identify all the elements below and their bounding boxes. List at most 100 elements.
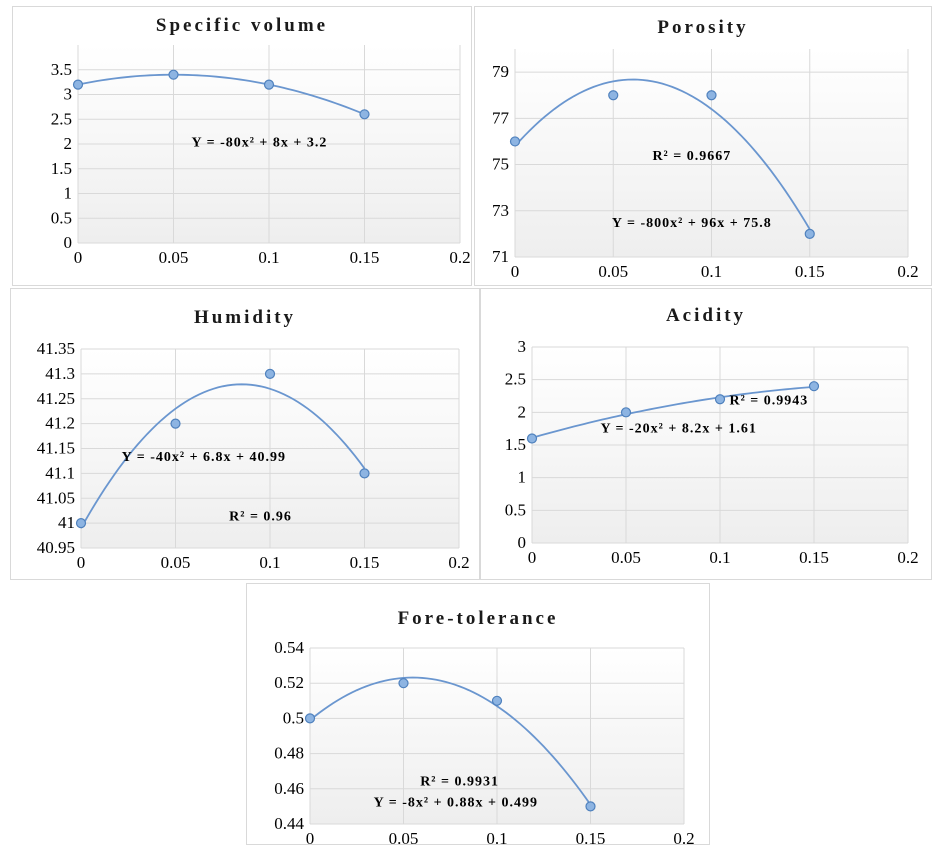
data-point xyxy=(714,394,726,405)
y-tick-label: 41.2 xyxy=(45,414,75,433)
annotation-label: R² = 0.9667 xyxy=(652,149,731,164)
chart-panel-fore-tolerance: Fore-tolerance 0.44 0.46 0.48 0.5 0.52 0.54 0 0… xyxy=(246,583,710,848)
data-point xyxy=(608,90,619,101)
chart-porosity: 71 73 75 77 79 0 0.05 0.1 0.15 0.2 R² = 0.9667 Y = … xyxy=(492,49,919,281)
x-tick-label: 0.15 xyxy=(799,548,829,567)
x-tick-label: 0 xyxy=(511,262,520,281)
annotation-label: R² = 0.96 xyxy=(229,510,292,525)
y-tick-label: 0.44 xyxy=(274,814,304,833)
y-tick-label: 40.95 xyxy=(37,538,75,557)
data-point xyxy=(620,407,632,418)
y-tick-label: 41.25 xyxy=(37,389,75,408)
y-tick-label: 71 xyxy=(492,247,509,266)
annotation-label: Y = -800x² + 96x + 75.8 xyxy=(612,216,772,231)
y-tick-label: 3 xyxy=(518,337,527,356)
annotation-label: Y = -40x² + 6.8x + 40.99 xyxy=(122,450,286,465)
y-tick-label: 2 xyxy=(64,134,73,153)
chart-title: Fore-tolerance xyxy=(397,608,559,629)
x-tick-label: 0 xyxy=(306,829,315,848)
trendline xyxy=(514,78,811,230)
x-tick-label: 0.1 xyxy=(258,248,279,267)
data-point xyxy=(264,368,276,379)
y-tick-label: 2.5 xyxy=(505,370,526,389)
chart-title: Acidity xyxy=(665,305,747,326)
data-point xyxy=(808,381,820,392)
y-tick-label: 79 xyxy=(492,62,509,81)
y-tick-label: 0 xyxy=(64,233,73,252)
y-tick-label: 73 xyxy=(492,201,509,220)
y-tick-label: 3 xyxy=(64,85,73,104)
y-tick-label: 0.52 xyxy=(274,673,304,692)
chart-panel-porosity: Porosity 71 73 75 77 79 0 0.05 0.1 0.15 0.2 R² = 0… xyxy=(474,6,932,286)
y-tick-label: 41 xyxy=(58,513,75,532)
data-point xyxy=(706,90,717,101)
chart-panel-specific-volume: Specific volume 0 0.5 1 1.5 2 2.5 3 3.5 0 0.05 0.1… xyxy=(12,6,472,286)
trendline xyxy=(80,383,366,529)
x-tick-label: 0.05 xyxy=(159,248,189,267)
data-point xyxy=(304,713,316,724)
data-point xyxy=(168,69,179,80)
x-tick-label: 0.2 xyxy=(449,248,470,267)
x-tick-label: 0.2 xyxy=(448,553,469,572)
x-tick-label: 0.05 xyxy=(389,829,419,848)
data-point xyxy=(170,418,181,429)
y-tick-label: 0.5 xyxy=(505,500,526,519)
chart-panel-humidity: Humidity 40.95 41 41.05 41.1 41.15 41.2 41.25 4… xyxy=(10,288,480,580)
x-tick-label: 0.1 xyxy=(701,262,722,281)
y-tick-label: 0.5 xyxy=(283,708,304,727)
y-tick-label: 2.5 xyxy=(51,109,72,128)
x-tick-label: 0.2 xyxy=(897,262,918,281)
x-tick-label: 0.05 xyxy=(161,553,191,572)
chart-acidity: 0 0.5 1 1.5 2 2.5 3 0 0.05 0.1 0.15 0.2 R² = 0.9943 Y… xyxy=(505,337,919,567)
chart-panel-acidity: Acidity 0 0.5 1 1.5 2 2.5 3 0 0.05 0.1 0.15 0.2 R² =… xyxy=(480,288,932,580)
x-tick-label: 0.1 xyxy=(259,553,280,572)
x-tick-label: 0.2 xyxy=(673,829,694,848)
annotation-label: R² = 0.9931 xyxy=(420,774,499,789)
x-tick-label: 0.15 xyxy=(350,553,380,572)
data-point xyxy=(359,468,370,479)
y-tick-label: 0.5 xyxy=(51,208,72,227)
data-point xyxy=(585,801,596,812)
x-tick-label: 0 xyxy=(77,553,86,572)
data-point xyxy=(804,228,815,239)
annotation-label: Y = -20x² + 8.2x + 1.61 xyxy=(600,422,756,437)
chart-title: Specific volume xyxy=(155,15,329,36)
x-tick-label: 0 xyxy=(528,548,537,567)
data-point xyxy=(398,678,409,689)
annotation-label: Y = -8x² + 0.88x + 0.499 xyxy=(374,795,538,810)
x-tick-label: 0.1 xyxy=(709,548,730,567)
y-tick-label: 0.54 xyxy=(274,638,304,657)
chart-fore-tolerance: 0.44 0.46 0.48 0.5 0.52 0.54 0 0.05 0.1 0.15 0.2 R²… xyxy=(274,638,694,848)
x-tick-label: 0.15 xyxy=(350,248,380,267)
y-tick-label: 41.35 xyxy=(37,339,75,358)
y-tick-label: 1 xyxy=(64,184,73,203)
y-tick-label: 75 xyxy=(492,155,509,174)
y-tick-label: 41.15 xyxy=(37,439,75,458)
y-tick-label: 41.05 xyxy=(37,488,75,507)
y-tick-label: 1.5 xyxy=(51,159,72,178)
chart-specific-volume: 0 0.5 1 1.5 2 2.5 3 3.5 0 0.05 0.1 0.15 0.2 Y = -80x²… xyxy=(51,45,471,267)
y-tick-label: 2 xyxy=(518,402,527,421)
chart-humidity: 40.95 41 41.05 41.1 41.15 41.2 41.25 41.3 41.35 0… xyxy=(37,339,470,572)
y-tick-label: 41.3 xyxy=(45,364,75,383)
y-tick-label: 1.5 xyxy=(505,435,526,454)
trendline xyxy=(77,73,365,116)
y-tick-label: 0.46 xyxy=(274,779,304,798)
trendline xyxy=(309,676,592,806)
x-tick-label: 0.15 xyxy=(795,262,825,281)
x-tick-label: 0.1 xyxy=(486,829,507,848)
x-tick-label: 0.15 xyxy=(576,829,606,848)
y-tick-label: 0.48 xyxy=(274,744,304,763)
y-tick-label: 1 xyxy=(518,468,527,487)
x-tick-label: 0.05 xyxy=(598,262,628,281)
x-tick-label: 0.05 xyxy=(611,548,641,567)
data-point xyxy=(491,695,503,706)
data-point xyxy=(72,79,84,90)
x-tick-label: 0.2 xyxy=(897,548,918,567)
y-tick-label: 0 xyxy=(518,533,527,552)
chart-title: Humidity xyxy=(193,307,297,328)
data-point xyxy=(263,79,275,90)
y-tick-label: 41.1 xyxy=(45,463,75,482)
trendline xyxy=(531,385,815,439)
annotation-label: Y = -80x² + 8x + 3.2 xyxy=(192,135,328,150)
